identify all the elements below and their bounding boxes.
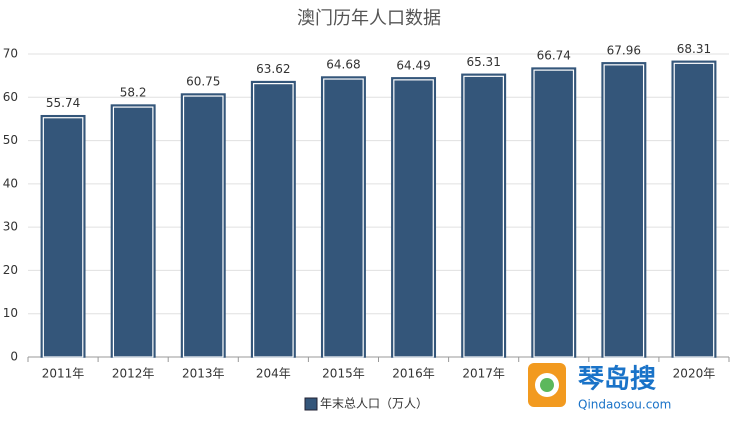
y-tick-label: 20 <box>3 263 18 277</box>
bar <box>531 67 577 358</box>
x-tick-label: 2016年 <box>392 367 435 381</box>
bar-inner-border <box>42 117 84 358</box>
value-label: 55.74 <box>46 96 80 110</box>
bar-inner-border <box>533 69 575 358</box>
bar <box>40 114 86 358</box>
bar <box>180 93 226 358</box>
value-label: 64.49 <box>396 58 430 72</box>
watermark: 琴岛搜 Qindaosou.com <box>528 363 671 412</box>
bar-inner-border <box>463 75 504 358</box>
bar <box>320 76 366 358</box>
watermark-logo-dot <box>540 378 554 392</box>
x-tick-label: 2015年 <box>322 367 365 381</box>
x-tick-label: 204年 <box>256 367 291 381</box>
legend-swatch <box>304 397 318 411</box>
bar <box>391 77 437 358</box>
value-label: 67.96 <box>607 43 641 57</box>
bar-inner-border <box>182 95 224 358</box>
value-label: 60.75 <box>186 75 220 89</box>
value-label: 65.31 <box>466 55 500 69</box>
bar <box>110 104 156 358</box>
bar-inner-border <box>253 83 294 358</box>
chart-title: 澳门历年人口数据 <box>297 8 441 29</box>
bar-inner-border <box>323 78 364 358</box>
bar <box>461 73 507 358</box>
value-label: 64.68 <box>326 58 360 72</box>
y-tick-label: 40 <box>3 176 18 190</box>
value-label: 68.31 <box>677 42 711 56</box>
bar <box>250 80 296 358</box>
x-tick-label: 2012年 <box>112 367 155 381</box>
y-tick-label: 70 <box>3 47 18 61</box>
bar-inner-border <box>673 62 715 358</box>
legend-label: 年末总人口（万人） <box>320 397 428 411</box>
bar <box>601 62 647 358</box>
bar <box>671 60 717 358</box>
value-label: 63.62 <box>256 62 290 76</box>
bar-inner-border <box>603 64 645 358</box>
y-tick-label: 60 <box>3 90 18 104</box>
y-tick-label: 10 <box>3 306 18 320</box>
y-tick-label: 30 <box>3 220 18 234</box>
x-tick-label: 2011年 <box>42 367 85 381</box>
y-tick-label: 50 <box>3 133 18 147</box>
value-label: 66.74 <box>537 49 571 63</box>
value-label: 58.2 <box>120 86 147 100</box>
bar-inner-border <box>393 79 434 358</box>
watermark-name: 琴岛搜 <box>578 364 656 395</box>
x-tick-label: 2013年 <box>182 367 225 381</box>
watermark-url: Qindaosou.com <box>578 398 671 412</box>
bar-inner-border <box>112 106 154 358</box>
y-tick-label: 0 <box>10 350 18 364</box>
x-tick-label: 2017年 <box>462 367 505 381</box>
x-tick-label: 2020年 <box>673 367 716 381</box>
